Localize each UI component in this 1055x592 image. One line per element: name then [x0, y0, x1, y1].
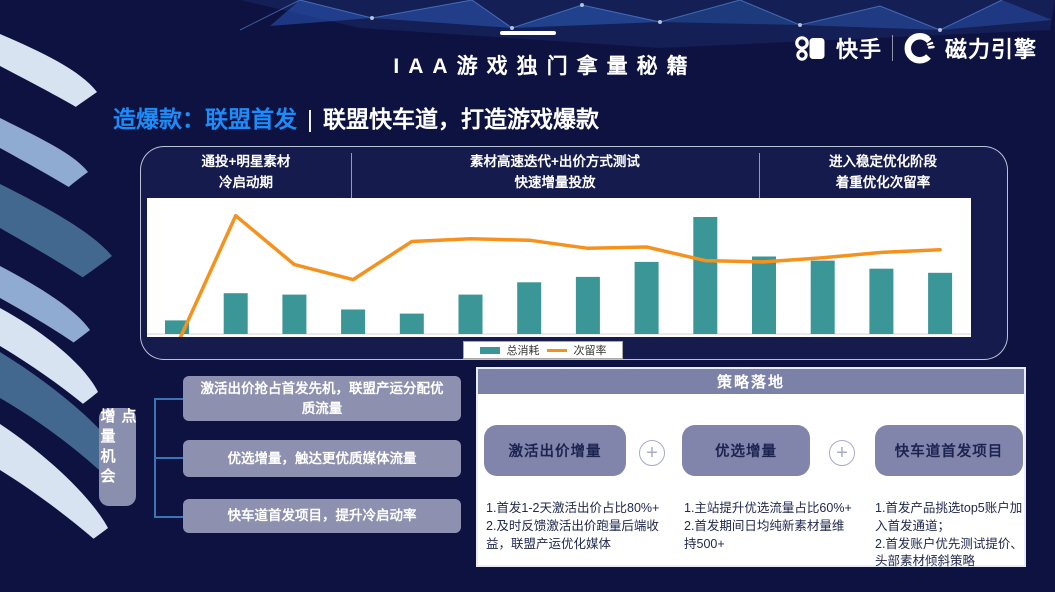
- opportunity-item-2: 优选增量，触达更优质媒体流量: [183, 440, 461, 477]
- chart-legend: 总消耗 次留率: [463, 341, 623, 359]
- plus-icon: +: [829, 440, 855, 466]
- brand-logos: 快手 磁力引擎: [794, 32, 1037, 64]
- subtitle-divider: |: [307, 106, 313, 132]
- strategy-card-preferred-volume: 优选增量: [682, 425, 810, 476]
- subtitle-rest: 联盟快车道，打造游戏爆款: [322, 106, 599, 132]
- legend-swatch-line: [546, 348, 567, 352]
- strategy-panel: 策略落地 激活出价增量 + 优选增量 + 快车道首发项目 1.首发1-2天激活出…: [476, 367, 1026, 568]
- legend-swatch-bar: [479, 346, 500, 354]
- opportunity-vertical-label: 增量机会点: [99, 408, 137, 506]
- bracket-stub-bottom: [154, 516, 184, 518]
- phase-header-row: 通投+明星素材 冷启动期 素材高速迭代+出价方式测试 快速增量投放 进入稳定优化…: [141, 147, 1007, 198]
- strategy-card-fast-lane: 快车道首发项目: [875, 425, 1023, 476]
- logo-divider: [891, 35, 893, 61]
- trend-chart-container: 通投+明星素材 冷启动期 素材高速迭代+出价方式测试 快速增量投放 进入稳定优化…: [140, 146, 1008, 360]
- phase-label-coldstart: 通投+明星素材 冷启动期: [201, 153, 291, 190]
- bracket-stub-middle: [154, 457, 184, 459]
- kuaishou-logo-text: 快手: [835, 37, 882, 62]
- bracket-stub-top: [154, 398, 184, 400]
- strategy-detail-preferred-volume: 1.主站提升优选流量占比60%+ 2.首发期间日均纯新素材量维持500+: [684, 501, 852, 551]
- strategy-panel-title: 策略落地: [478, 369, 1024, 394]
- chart-plot-area: [147, 198, 971, 347]
- strategy-detail-activation-bid: 1.首发1-2天激活出价占比80%+ 2.及时反馈激活出价跑量后端收益，联盟产运…: [486, 501, 660, 551]
- plexus-decoration: [240, 0, 1055, 48]
- plus-icon: +: [639, 440, 665, 466]
- strategy-detail-fast-lane: 1.首发产品挑选top5账户加入首发通道； 2.首发账户优先测试提价、头部素材倾…: [875, 501, 1023, 569]
- magnetic-engine-logo-text: 磁力引擎: [944, 37, 1037, 62]
- subtitle-highlight: 造爆款：联盟首发: [113, 106, 297, 132]
- left-petals-decoration: [0, 34, 150, 592]
- section-subtitle: 造爆款：联盟首发 | 联盟快车道，打造游戏爆款: [113, 100, 599, 134]
- opportunity-item-1: 激活出价抢占首发先机，联盟产运分配优质流量: [183, 376, 461, 421]
- page-title: IAA游戏独门拿量秘籍: [393, 55, 697, 78]
- title-accent-bar: [500, 31, 556, 35]
- phase-label-stable: 进入稳定优化阶段 着重优化次留率: [829, 153, 937, 190]
- magnetic-engine-logo-icon: [904, 33, 935, 64]
- combo-chart: [147, 213, 971, 347]
- legend-label-retention: 次留率: [573, 345, 607, 357]
- opportunity-item-3: 快车道首发项目，提升冷启动率: [183, 499, 461, 533]
- phase-label-scaling: 素材高速迭代+出价方式测试 快速增量投放: [470, 153, 640, 190]
- strategy-card-activation-bid: 激活出价增量: [484, 425, 626, 476]
- kuaishou-logo-icon: [795, 36, 825, 61]
- legend-label-consumption: 总消耗: [506, 345, 540, 357]
